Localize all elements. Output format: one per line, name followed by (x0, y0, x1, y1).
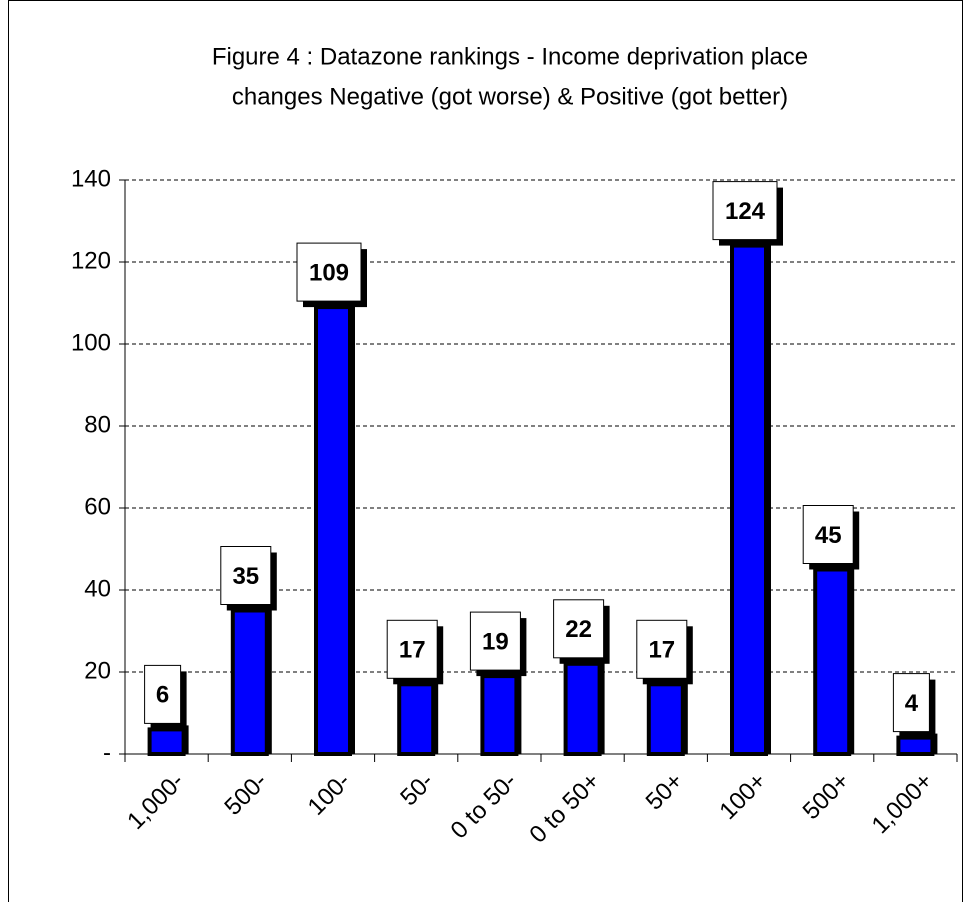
bar (314, 305, 352, 756)
bar (896, 735, 935, 756)
label-box (802, 505, 854, 564)
label-box (892, 673, 930, 733)
bar (646, 682, 685, 756)
bar (563, 661, 602, 756)
chart-title: Figure 4 : Datazone rankings - Income de… (212, 43, 808, 70)
data-label: 17 (648, 637, 675, 664)
y-tick-label: 120 (71, 247, 111, 274)
data-label: 19 (482, 628, 509, 655)
data-label: 4 (905, 690, 919, 717)
y-tick-label: 20 (84, 657, 111, 684)
y-tick-label: 40 (84, 575, 111, 602)
bar (397, 682, 436, 756)
data-label: 109 (309, 259, 349, 286)
y-tick-label: 140 (71, 165, 111, 192)
label-box (386, 619, 438, 679)
bar (480, 674, 519, 756)
label-box (469, 611, 521, 671)
y-tick-label: 100 (71, 329, 111, 356)
chart-title: changes Negative (got worse) & Positive … (232, 83, 788, 110)
data-label: 124 (725, 198, 766, 225)
data-label: 6 (156, 682, 169, 709)
label-box (144, 664, 182, 724)
bar (813, 567, 852, 756)
data-label: 35 (232, 563, 259, 590)
y-tick-label: 80 (84, 411, 111, 438)
bar (730, 243, 768, 756)
bar (147, 727, 186, 757)
label-box (553, 599, 605, 659)
data-label: 22 (565, 616, 592, 643)
label-box (712, 181, 778, 241)
data-label: 45 (815, 522, 842, 549)
label-box (636, 619, 688, 679)
bar (230, 608, 269, 756)
data-label: 17 (399, 637, 426, 664)
label-box (296, 242, 362, 302)
label-box (220, 546, 272, 605)
y-tick-label: 60 (84, 493, 111, 520)
y-tick-label: - (103, 739, 111, 766)
chart-frame (8, 0, 963, 902)
